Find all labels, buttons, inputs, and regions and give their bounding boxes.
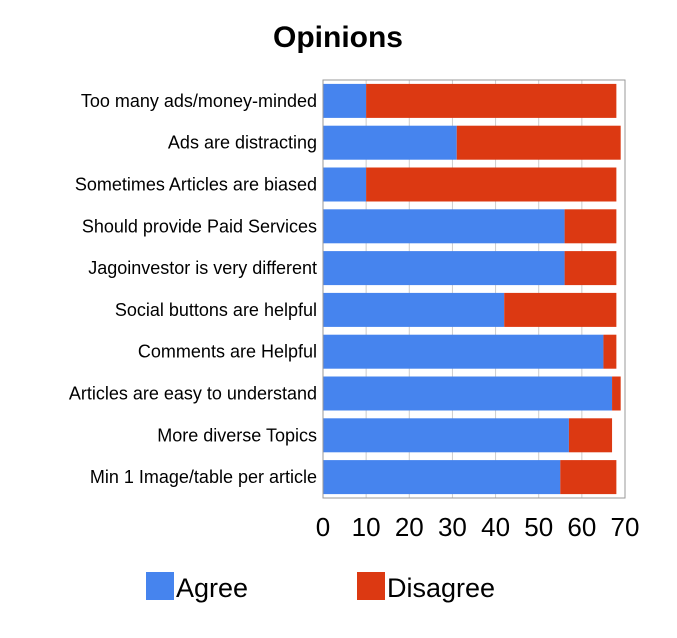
category-label: More diverse Topics [157,425,317,445]
legend-label-agree: Agree [176,573,248,603]
category-label: Should provide Paid Services [82,216,317,236]
category-label: Comments are Helpful [138,342,317,362]
legend-swatch-agree [146,572,174,600]
x-tick-label: 50 [524,512,553,542]
bar-disagree-4 [564,251,617,286]
bar-disagree-3 [564,209,617,244]
x-tick-labels: 0 10 20 30 40 50 60 70 [316,512,640,542]
bar-agree-7 [323,376,613,411]
plot-frame [322,79,626,499]
bar-disagree-5 [504,292,617,327]
legend-swatch-disagree [357,572,385,600]
bar-agree-4 [323,251,565,286]
bar-agree-8 [323,418,569,453]
legend-label-disagree: Disagree [387,573,495,603]
category-label: Min 1 Image/table per article [90,467,317,487]
category-label: Ads are distracting [168,133,317,153]
x-tick-label: 20 [395,512,424,542]
category-label: Social buttons are helpful [115,300,317,320]
x-tick-label: 0 [316,512,330,542]
bar-agree-2 [323,167,367,202]
bar-agree-6 [323,334,604,369]
bar-agree-0 [323,83,367,118]
bar-disagree-2 [366,167,617,202]
chart-title: Opinions [273,21,403,54]
bar-agree-1 [323,125,457,160]
x-tick-label: 70 [611,512,640,542]
bar-disagree-0 [366,83,617,118]
category-label: Articles are easy to understand [69,384,317,404]
x-tick-label: 10 [352,512,381,542]
bar-agree-5 [323,292,505,327]
x-tick-label: 60 [567,512,596,542]
bar-disagree-6 [603,334,617,369]
bar-disagree-1 [456,125,621,160]
x-tick-label: 40 [481,512,510,542]
legend: Agree Disagree [146,572,495,603]
category-label: Sometimes Articles are biased [75,175,317,195]
bar-disagree-7 [612,376,621,411]
bar-agree-9 [323,460,561,495]
category-label: Too many ads/money-minded [81,91,317,111]
bar-disagree-9 [560,460,617,495]
category-labels: Too many ads/money-minded Ads are distrac… [69,91,317,487]
category-label: Jagoinvestor is very different [88,258,317,278]
bar-disagree-8 [568,418,613,453]
bars-group [323,83,621,495]
x-tick-label: 30 [438,512,467,542]
bar-agree-3 [323,209,565,244]
